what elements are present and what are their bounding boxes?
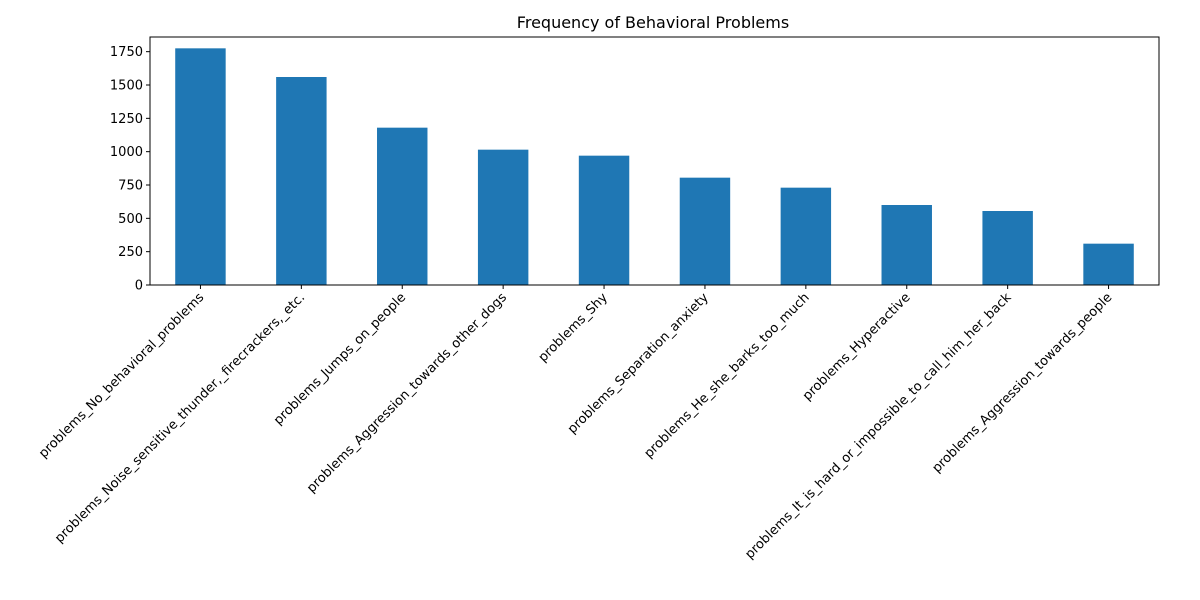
bar-4: [578, 155, 630, 285]
y-tick-label: 1250: [110, 112, 143, 127]
y-tick-label: 250: [118, 245, 143, 260]
y-tick-label: 1750: [110, 45, 143, 60]
bar-9: [1083, 243, 1134, 285]
y-tick-label: 750: [118, 179, 143, 194]
x-tick-label: problems_Hyperactive: [800, 290, 914, 404]
y-axis: 0 250 500 750 1000 1250 1500 1750: [110, 45, 150, 294]
x-tick-label: problems_Aggression_towards_people: [930, 290, 1116, 476]
bar-1: [276, 77, 327, 285]
plot-frame: [149, 36, 1160, 286]
bar-3: [477, 149, 529, 285]
x-tick-label: problems_He_she_barks_too_much: [642, 290, 813, 461]
bar-2: [377, 127, 428, 285]
bar-8: [982, 211, 1033, 285]
bar-7: [881, 205, 932, 285]
bar-5: [679, 177, 731, 285]
y-tick-label: 1500: [110, 79, 143, 94]
x-tick-label: problems_Noise_sensitive_thunder,_firecr…: [52, 290, 308, 546]
x-tick-label: problems_Aggression_towards_other_dogs: [304, 290, 510, 496]
bar-0: [175, 48, 226, 285]
y-tick-label: 0: [135, 279, 143, 294]
bars-group: [175, 48, 1134, 285]
x-tick-label: problems_No_behavioral_problems: [36, 290, 207, 461]
y-tick-label: 500: [118, 212, 143, 227]
x-axis: problems_No_behavioral_problemsproblems_…: [36, 285, 1115, 562]
x-tick-label: problems_Shy: [536, 290, 611, 365]
bar-6: [780, 187, 832, 285]
y-tick-label: 1000: [110, 145, 143, 160]
chart-title: Frequency of Behavioral Problems: [517, 13, 789, 32]
